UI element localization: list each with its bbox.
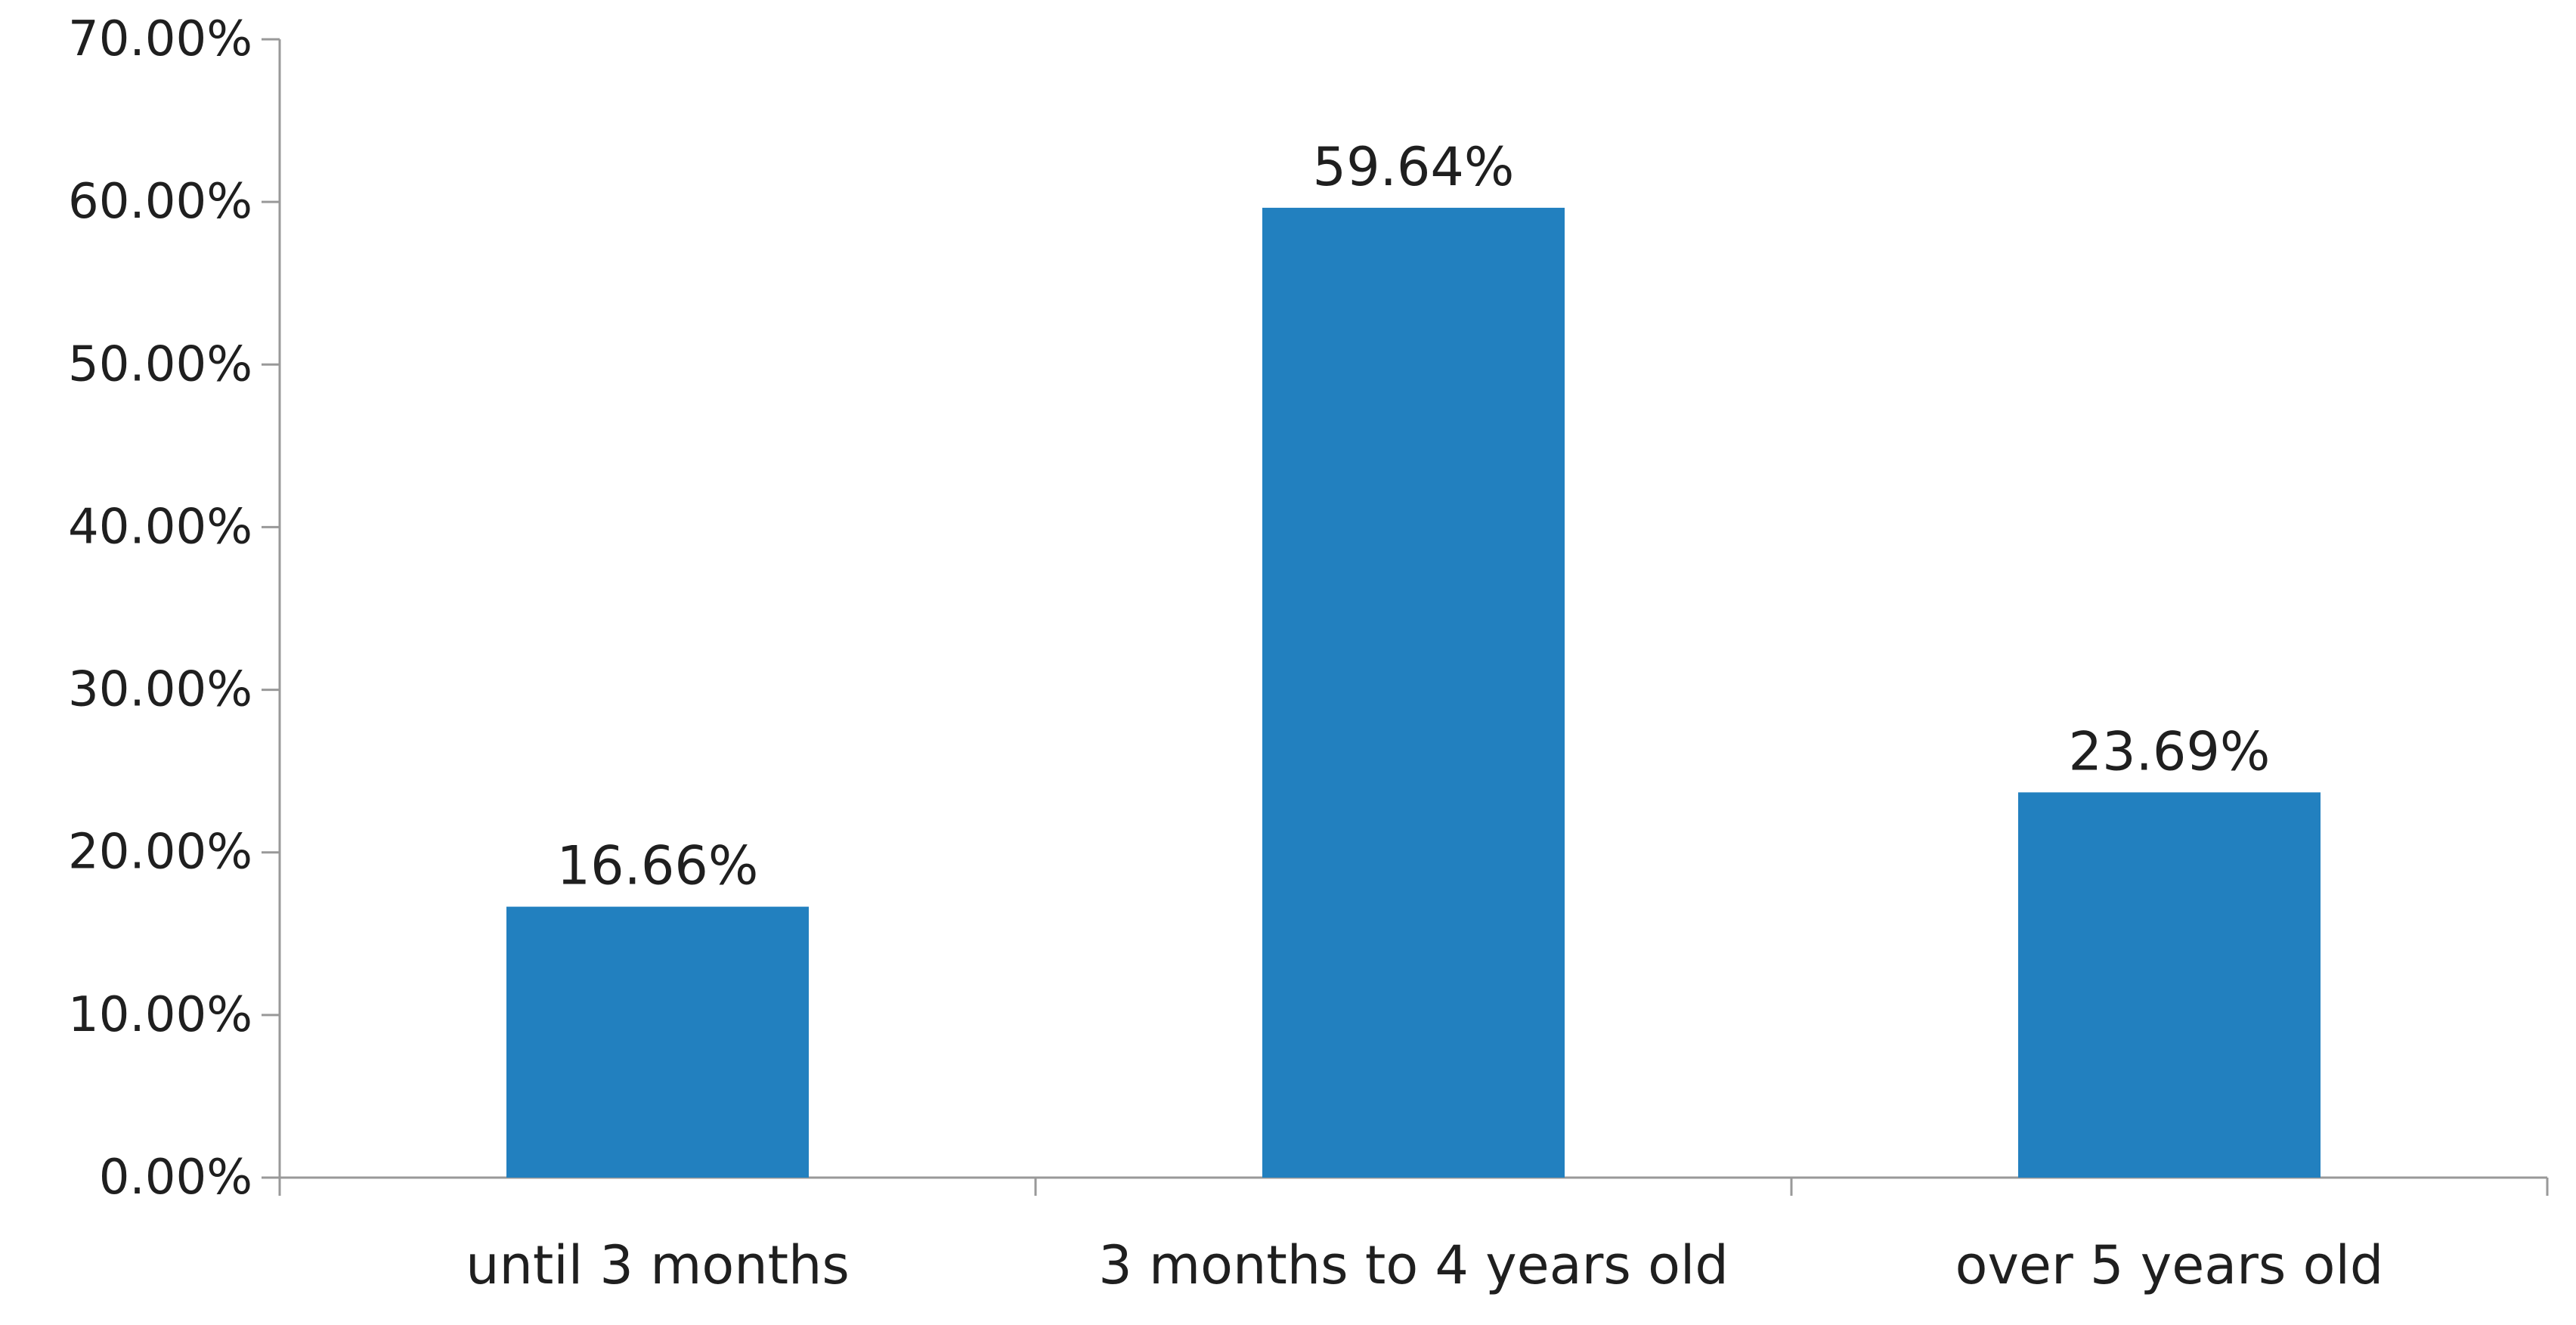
data-label: 59.64%	[1313, 136, 1515, 198]
y-tick-label: 0.00%	[99, 1150, 252, 1206]
x-category-label: over 5 years old	[1955, 1234, 2384, 1296]
x-category-label: 3 months to 4 years old	[1098, 1234, 1729, 1296]
y-tick-label: 30.00%	[68, 662, 252, 718]
y-tick-label: 70.00%	[68, 11, 252, 67]
y-axis-ticks: 0.00% 10.00% 20.00% 30.00% 40.00% 50.00% 60.00…	[68, 11, 280, 1206]
y-tick-label: 50.00%	[68, 336, 252, 392]
x-category-label: until 3 months	[466, 1234, 850, 1296]
y-tick-label: 10.00%	[68, 987, 252, 1043]
x-axis-ticks	[278, 1178, 2549, 1196]
data-label: 16.66%	[557, 835, 759, 897]
bars	[506, 207, 2321, 1178]
y-tick-label: 60.00%	[68, 174, 252, 230]
data-labels: 16.66% 59.64% 23.69%	[557, 136, 2271, 897]
y-tick-label: 40.00%	[68, 499, 252, 555]
bar	[506, 906, 809, 1178]
data-label: 23.69%	[2069, 720, 2271, 782]
y-tick-label: 20.00%	[68, 825, 252, 881]
category-labels: until 3 months 3 months to 4 years old ove…	[466, 1234, 2383, 1296]
bar	[2018, 792, 2321, 1178]
bar	[1262, 207, 1565, 1178]
